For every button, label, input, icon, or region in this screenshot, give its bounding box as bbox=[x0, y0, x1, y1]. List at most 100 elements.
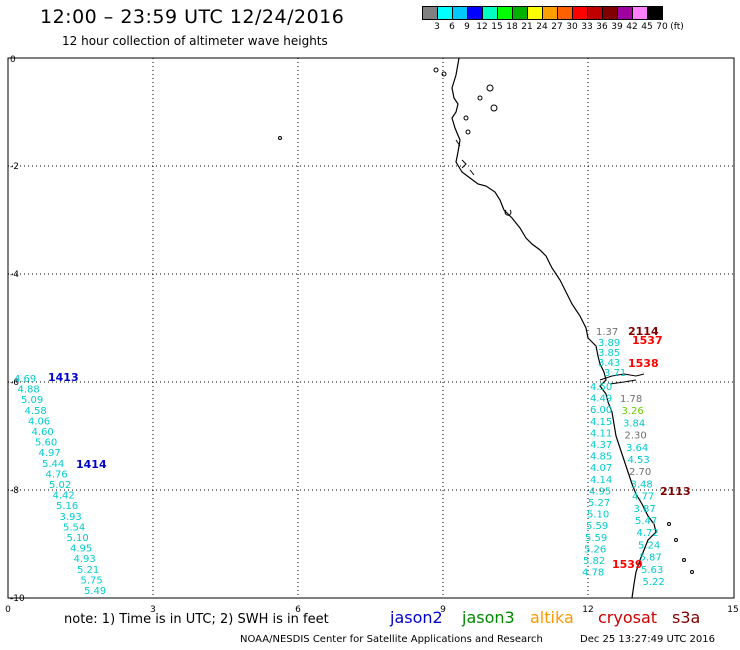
y-tick-label: -8 bbox=[10, 486, 19, 496]
swh-value: 3.48 bbox=[631, 479, 653, 490]
swh-value: 5.60 bbox=[35, 438, 57, 449]
swh-value: 4.50 bbox=[590, 382, 612, 393]
grid-lines bbox=[8, 58, 734, 598]
colorbar-label: 12 bbox=[476, 22, 488, 32]
swh-value: 4.14 bbox=[590, 475, 612, 486]
colorbar-label: (ft) bbox=[670, 22, 684, 32]
colorbar-label: 18 bbox=[506, 22, 518, 32]
y-tick-label: -6 bbox=[10, 378, 19, 388]
swh-value: 4.06 bbox=[28, 416, 50, 427]
swh-value: 3.84 bbox=[623, 418, 645, 429]
swh-value: 5.54 bbox=[63, 522, 85, 533]
swh-value: 5.82 bbox=[583, 556, 605, 567]
wave-height-colorbar bbox=[422, 6, 663, 20]
track-id-label: 1413 bbox=[48, 371, 79, 384]
colorbar-label: 30 bbox=[566, 22, 578, 32]
swh-value: 5.02 bbox=[49, 480, 71, 491]
coast-detail bbox=[455, 139, 645, 385]
swh-value: 4.69 bbox=[14, 374, 36, 385]
swh-value: 5.59 bbox=[585, 533, 607, 544]
colorbar-label: 6 bbox=[449, 22, 455, 32]
swh-value: 5.10 bbox=[67, 533, 89, 544]
legend-entry-jason2: jason2 bbox=[390, 608, 443, 627]
colorbar-label: 21 bbox=[521, 22, 533, 32]
swh-value: 1.37 bbox=[596, 327, 618, 338]
swh-value: 4.77 bbox=[632, 492, 654, 503]
track-id-label: 2113 bbox=[660, 485, 691, 498]
colorbar-label: 24 bbox=[536, 22, 548, 32]
y-tick-label: -10 bbox=[10, 594, 25, 604]
footer-note: note: 1) Time is in UTC; 2) SWH is in fe… bbox=[64, 612, 329, 627]
swh-value: 3.89 bbox=[598, 338, 620, 349]
swh-value: 5.09 bbox=[21, 395, 43, 406]
swh-value: 5.26 bbox=[584, 544, 606, 555]
track-id-label: 1539 bbox=[612, 558, 643, 571]
colorbar-label: 9 bbox=[464, 22, 470, 32]
swh-value: 1.78 bbox=[620, 394, 642, 405]
swh-value: 5.75 bbox=[81, 575, 103, 586]
swh-value: 5.87 bbox=[640, 553, 662, 564]
swh-value: 4.85 bbox=[590, 452, 612, 463]
swh-value: 4.49 bbox=[590, 394, 612, 405]
credit-line: NOAA/NESDIS Center for Satellite Applica… bbox=[240, 634, 543, 645]
colorbar-swatch bbox=[647, 6, 663, 20]
islands bbox=[278, 67, 694, 574]
swh-value: 3.43 bbox=[598, 358, 620, 369]
swh-value: 5.22 bbox=[643, 577, 665, 588]
x-tick-label: 3 bbox=[150, 605, 156, 615]
swh-value: 3.64 bbox=[626, 443, 648, 454]
colorbar-label: 42 bbox=[626, 22, 638, 32]
swh-value: 5.10 bbox=[587, 510, 609, 521]
swh-value: 4.11 bbox=[590, 428, 612, 439]
track-labels: 4.694.885.094.584.064.605.604.975.444.76… bbox=[14, 325, 691, 597]
swh-value: 3.85 bbox=[598, 348, 620, 359]
swh-value: 4.15 bbox=[590, 417, 612, 428]
x-tick-label: 9 bbox=[440, 605, 446, 615]
x-tick-label: 0 bbox=[5, 605, 11, 615]
generated-timestamp: Dec 25 13:27:49 UTC 2016 bbox=[580, 634, 715, 645]
colorbar-label: 36 bbox=[596, 22, 608, 32]
legend-entry-jason3: jason3 bbox=[462, 608, 515, 627]
swh-value: 3.71 bbox=[604, 368, 626, 379]
y-tick-label: -2 bbox=[10, 162, 19, 172]
colorbar-label: 39 bbox=[611, 22, 623, 32]
swh-value: 5.49 bbox=[84, 586, 106, 597]
swh-value: 5.16 bbox=[56, 501, 78, 512]
legend-entry-s3a: s3a bbox=[672, 608, 701, 627]
swh-value: 4.88 bbox=[18, 385, 40, 396]
swh-value: 4.95 bbox=[70, 544, 92, 555]
legend-entry-cryosat: cryosat bbox=[598, 608, 658, 627]
y-tick-label: -4 bbox=[10, 270, 19, 280]
x-tick-label: 12 bbox=[582, 605, 593, 615]
swh-value: 4.07 bbox=[590, 463, 612, 474]
swh-value: 4.72 bbox=[637, 528, 659, 539]
x-tick-label: 15 bbox=[727, 605, 738, 615]
coastline bbox=[451, 57, 657, 599]
swh-value: 4.60 bbox=[32, 427, 54, 438]
swh-value: 4.58 bbox=[25, 406, 47, 417]
swh-value: 4.97 bbox=[39, 448, 61, 459]
swh-value: 4.42 bbox=[53, 491, 75, 502]
axis-ticks: 0 3 6 9 12 15 0 -2 -4 -6 -8 -10 bbox=[5, 55, 739, 615]
swh-value: 4.93 bbox=[74, 554, 96, 565]
swh-value: 5.27 bbox=[588, 498, 610, 509]
swh-value: 5.21 bbox=[77, 565, 99, 576]
plot-frame bbox=[7, 57, 735, 599]
swh-value: 4.53 bbox=[628, 455, 650, 466]
swh-value: 5.47 bbox=[635, 516, 657, 527]
track-id-label: 2114 bbox=[628, 325, 659, 338]
swh-value: 6.00 bbox=[590, 405, 612, 416]
colorbar-label: 33 bbox=[581, 22, 593, 32]
swh-value: 4.95 bbox=[589, 486, 611, 497]
colorbar-label: 27 bbox=[551, 22, 563, 32]
colorbar-label: 45 bbox=[641, 22, 653, 32]
legend-entry-altika: altika bbox=[530, 608, 574, 627]
colorbar-label: 15 bbox=[491, 22, 503, 32]
track-id-label: 1538 bbox=[628, 357, 659, 370]
swh-value: 4.37 bbox=[590, 440, 612, 451]
x-tick-label: 6 bbox=[295, 605, 301, 615]
swh-value: 4.78 bbox=[582, 568, 604, 579]
swh-value: 3.26 bbox=[622, 406, 644, 417]
swh-value: 5.63 bbox=[641, 565, 663, 576]
